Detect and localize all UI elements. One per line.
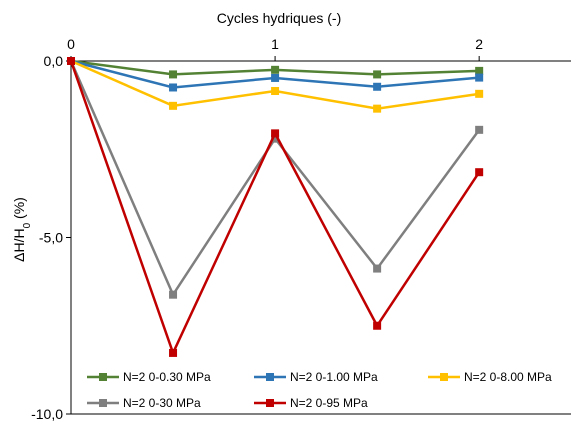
data-point xyxy=(373,70,382,79)
series-layer xyxy=(67,57,484,357)
x-axis-title: Cycles hydriques (-) xyxy=(217,10,341,26)
legend-marker xyxy=(266,399,274,407)
data-point xyxy=(475,89,484,98)
legend-label: N=2 0-0.30 MPa xyxy=(123,370,211,384)
y-axis-title: ΔH/H0 (%) xyxy=(11,197,33,262)
x-tick-label: 1 xyxy=(271,36,279,52)
data-point xyxy=(169,101,178,110)
legend-marker xyxy=(99,373,107,381)
y-tick-label: 0,0 xyxy=(44,53,64,69)
legend-label: N=2 0-1.00 MPa xyxy=(290,370,378,384)
legend-item: N=2 0-1.00 MPa xyxy=(254,370,378,384)
data-point xyxy=(169,83,178,92)
y-tick-label: -10,0 xyxy=(31,406,63,422)
y-tick-label: -5,0 xyxy=(39,230,63,246)
legend-item: N=2 0-30 MPa xyxy=(87,396,201,410)
data-point xyxy=(271,129,280,138)
data-point xyxy=(169,70,178,79)
series-5 xyxy=(67,57,484,357)
data-point xyxy=(67,57,75,65)
x-tick-label: 2 xyxy=(475,36,483,52)
data-point xyxy=(373,82,382,91)
legend-label: N=2 0-30 MPa xyxy=(123,396,201,410)
series-line xyxy=(69,60,481,357)
legend-item: N=2 0-95 MPa xyxy=(254,396,368,410)
legend-item: N=2 0-0.30 MPa xyxy=(87,370,211,384)
x-tick-label: 0 xyxy=(67,36,75,52)
data-point xyxy=(373,104,382,113)
data-point xyxy=(475,66,484,75)
data-point xyxy=(373,264,382,273)
data-point xyxy=(169,348,178,357)
legend: N=2 0-0.30 MPa N=2 0-1.00 MPa N=2 0-8.00 M… xyxy=(87,370,552,410)
data-point xyxy=(475,73,484,82)
series-3 xyxy=(67,57,484,113)
data-point xyxy=(475,125,484,134)
series-line xyxy=(69,60,481,298)
data-point xyxy=(271,65,280,74)
data-point xyxy=(169,290,178,299)
data-point xyxy=(271,87,280,96)
legend-marker xyxy=(440,373,448,381)
legend-marker xyxy=(99,399,107,407)
legend-label: N=2 0-95 MPa xyxy=(290,396,368,410)
data-point xyxy=(373,321,382,330)
data-point xyxy=(271,134,280,143)
data-point xyxy=(475,168,484,177)
legend-label: N=2 0-8.00 MPa xyxy=(464,370,552,384)
legend-marker xyxy=(266,373,274,381)
data-point xyxy=(271,73,280,82)
legend-item: N=2 0-8.00 MPa xyxy=(428,370,552,384)
axes: 0,0 -5,0 -10,0 0 1 2 Cycles hydriques (-) ΔH/H0… xyxy=(11,10,571,422)
